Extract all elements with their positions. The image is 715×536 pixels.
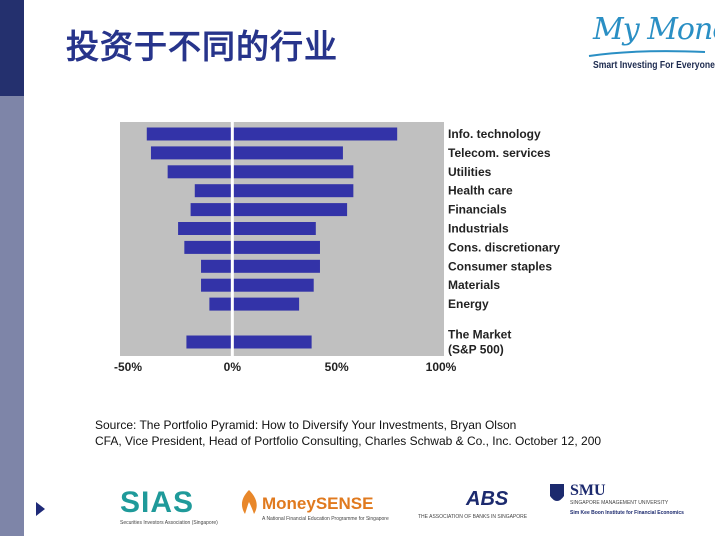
- left-accent-bar-top: [0, 0, 24, 96]
- category-label-5: Financials: [448, 203, 507, 217]
- category-label-10: Energy: [448, 297, 489, 311]
- category-label-7-line-1: Cons. discretionary: [448, 240, 560, 254]
- category-label-1: Info. technology: [448, 127, 541, 141]
- category-label-6-line-1: Industrials: [448, 222, 509, 236]
- source-line-2: CFA, Vice President, Head of Portfolio C…: [95, 434, 602, 448]
- category-label-4: Health care: [448, 184, 513, 198]
- category-label-4-line-1: Health care: [448, 184, 513, 198]
- source-citation: Source: The Portfolio Pyramid: How to Di…: [95, 417, 601, 449]
- logo-script-text: My Money: [593, 12, 715, 47]
- category-label-9: Materials: [448, 278, 500, 292]
- category-label-7: Cons. discretionary: [448, 240, 560, 254]
- category-label-11-line-1: The Market: [448, 328, 511, 342]
- abs-logo-name: ABS: [466, 488, 509, 510]
- smu-logo-sub2: Sim Kee Boon Institute for Financial Eco…: [570, 510, 684, 516]
- smu-logo-name: SMU: [570, 482, 606, 499]
- plot-background: [120, 122, 444, 356]
- category-label-5-line-1: Financials: [448, 203, 507, 217]
- sias-logo-name: SIAS: [120, 486, 195, 519]
- category-label-3: Utilities: [448, 165, 492, 179]
- category-label-2-line-1: Telecom. services: [448, 146, 551, 160]
- category-label-10-line-1: Energy: [448, 297, 489, 311]
- bar-9: [201, 278, 314, 292]
- x-tick-label-2: 0%: [224, 360, 242, 374]
- bar-6: [178, 222, 316, 235]
- logo-underline-icon: [588, 50, 706, 57]
- bar-10: [209, 297, 300, 311]
- bar-2: [150, 146, 343, 160]
- bar-5: [190, 203, 348, 217]
- bar-1: [146, 127, 398, 141]
- category-label-8-line-1: Consumer staples: [448, 259, 552, 273]
- logo-tagline: Smart Investing For Everyone.: [593, 60, 715, 71]
- mymoney-logo: My Money Smart Investing For Everyone.: [585, 12, 715, 77]
- category-label-11-line-2: (S&P 500): [448, 343, 504, 357]
- category-label-1-line-1: Info. technology: [448, 127, 541, 141]
- sponsor-logos: SIAS Securities Investors Association (S…: [0, 478, 715, 536]
- sias-logo: SIAS Securities Investors Association (S…: [120, 486, 218, 526]
- smu-crest-icon: [550, 484, 564, 501]
- source-line-1: Source: The Portfolio Pyramid: How to Di…: [95, 418, 517, 432]
- x-tick-label-3: 50%: [325, 360, 349, 374]
- moneysense-logo-name: MoneySENSE: [262, 494, 374, 513]
- play-arrow-icon[interactable]: [36, 502, 45, 516]
- bar-7: [184, 240, 320, 254]
- bar-3: [167, 165, 354, 179]
- sias-logo-sub: Securities Investors Association (Singap…: [120, 520, 218, 526]
- abs-logo-sub: THE ASSOCIATION OF BANKS IN SINGAPORE: [418, 514, 528, 520]
- x-tick-label-4: 100%: [426, 360, 457, 374]
- smu-logo-sub1: SINGAPORE MANAGEMENT UNIVERSITY: [570, 500, 669, 506]
- x-tick-label-1: -50%: [114, 360, 142, 374]
- category-label-9-line-1: Materials: [448, 278, 500, 292]
- bar-8: [201, 259, 320, 273]
- slide-title: 投资于不同的行业: [66, 27, 338, 66]
- category-label-2: Telecom. services: [448, 146, 551, 160]
- category-label-6: Industrials: [448, 222, 509, 236]
- category-label-3-line-1: Utilities: [448, 165, 492, 179]
- sector-return-range-chart: Info. technology Telecom. services Utiliti…: [114, 122, 560, 374]
- moneysense-flame-icon: [241, 490, 257, 514]
- category-label-11: The Market (S&P 500): [448, 328, 511, 357]
- bar-4: [194, 184, 354, 198]
- bar-11: [186, 335, 312, 349]
- moneysense-logo-sub: A National Financial Education Programme…: [262, 516, 389, 522]
- category-label-8: Consumer staples: [448, 259, 552, 273]
